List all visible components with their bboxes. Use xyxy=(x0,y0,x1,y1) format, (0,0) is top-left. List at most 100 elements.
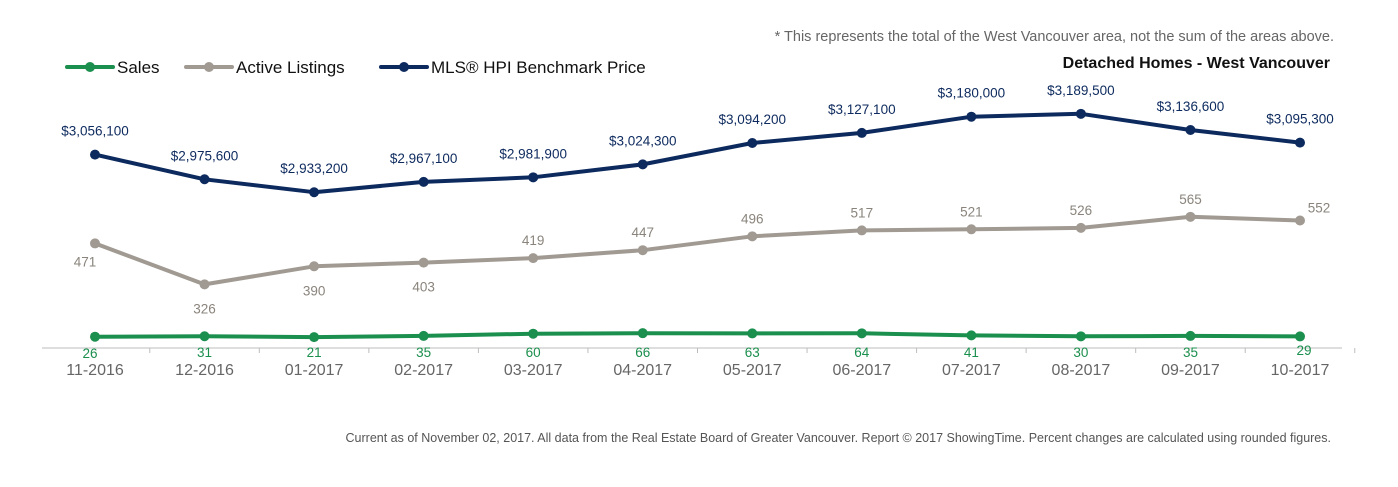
x-tick-label: 04-2017 xyxy=(613,362,672,379)
data-label-sales: 21 xyxy=(307,345,322,360)
data-label-sales: 26 xyxy=(82,346,97,361)
data-point-mls-hpi-benchmark-price xyxy=(199,174,210,185)
data-label-mls-hpi-benchmark-price: $3,024,300 xyxy=(609,133,677,148)
data-label-active-listings: 326 xyxy=(193,301,216,316)
data-label-active-listings: 403 xyxy=(412,280,435,295)
data-point-sales xyxy=(747,328,758,339)
x-tick-label: 05-2017 xyxy=(723,362,782,379)
x-tick-label: 07-2017 xyxy=(942,362,1001,379)
data-label-sales: 30 xyxy=(1073,345,1088,360)
data-label-sales: 35 xyxy=(416,345,431,360)
data-point-mls-hpi-benchmark-price xyxy=(747,137,758,148)
series-line-sales xyxy=(93,331,1302,340)
series-layer xyxy=(90,108,1305,343)
data-point-sales xyxy=(199,331,210,342)
footer-source-note: Current as of November 02, 2017. All dat… xyxy=(346,431,1331,445)
x-axis-ticks xyxy=(149,348,1356,353)
data-label-active-listings: 390 xyxy=(303,283,326,298)
data-point-active-listings xyxy=(1295,215,1305,226)
data-point-mls-hpi-benchmark-price xyxy=(90,149,100,160)
data-point-active-listings xyxy=(1185,211,1196,222)
data-label-sales: 35 xyxy=(1183,345,1198,360)
data-label-active-listings: 521 xyxy=(960,204,983,219)
data-label-sales: 29 xyxy=(1296,343,1311,358)
data-label-sales: 31 xyxy=(197,345,212,360)
data-label-active-listings: 471 xyxy=(74,254,97,269)
data-point-active-listings xyxy=(966,224,977,235)
data-label-mls-hpi-benchmark-price: $3,189,500 xyxy=(1047,83,1115,98)
data-point-sales xyxy=(856,328,867,339)
series-active-listings xyxy=(90,211,1305,290)
data-label-sales: 60 xyxy=(526,345,541,360)
data-point-sales xyxy=(1185,330,1196,341)
legend-item-mls-hpi-benchmark-price: MLS® HPI Benchmark Price xyxy=(379,58,646,77)
data-label-active-listings: 526 xyxy=(1070,203,1093,218)
data-point-mls-hpi-benchmark-price xyxy=(309,187,320,198)
chart-subtitle: Detached Homes - West Vancouver xyxy=(1063,55,1330,72)
x-tick-label: 12-2016 xyxy=(175,362,234,379)
data-point-sales xyxy=(418,330,429,341)
data-point-mls-hpi-benchmark-price xyxy=(528,172,539,183)
data-point-sales xyxy=(1075,331,1086,342)
x-tick-label: 09-2017 xyxy=(1161,362,1220,379)
data-point-sales xyxy=(528,328,539,339)
data-point-mls-hpi-benchmark-price xyxy=(1185,125,1196,136)
data-label-sales: 63 xyxy=(745,345,760,360)
x-tick-label: 06-2017 xyxy=(832,362,891,379)
series-mls-hpi-benchmark-price xyxy=(90,108,1305,198)
data-label-mls-hpi-benchmark-price: $3,094,200 xyxy=(718,112,786,127)
data-point-mls-hpi-benchmark-price xyxy=(1295,137,1305,148)
x-tick-label: 02-2017 xyxy=(394,362,453,379)
data-label-mls-hpi-benchmark-price: $3,095,300 xyxy=(1266,112,1334,127)
data-point-active-listings xyxy=(856,225,867,236)
data-point-active-listings xyxy=(199,279,210,290)
data-point-active-listings xyxy=(90,238,100,249)
data-point-active-listings xyxy=(309,261,320,272)
data-label-sales: 64 xyxy=(854,345,870,360)
x-axis-labels: 11-2016 12-2016 01-2017 02-2017 03-2017 04-20… xyxy=(66,362,1329,379)
data-label-active-listings: 565 xyxy=(1179,192,1202,207)
data-point-active-listings xyxy=(1075,222,1086,233)
data-labels: 26 31 21 35 60 66 63 64 41 30 35 29 471 326 390 403 419 4… xyxy=(61,83,1334,361)
data-label-active-listings: 447 xyxy=(631,225,654,240)
legend-swatch-marker xyxy=(85,62,95,72)
data-point-sales xyxy=(966,330,977,341)
data-label-mls-hpi-benchmark-price: $2,933,200 xyxy=(280,161,348,176)
data-label-sales: 66 xyxy=(635,345,650,360)
data-point-active-listings xyxy=(418,257,429,268)
data-label-active-listings: 496 xyxy=(741,211,764,226)
legend-swatch-marker xyxy=(399,62,409,72)
data-point-mls-hpi-benchmark-price xyxy=(418,176,429,187)
data-point-mls-hpi-benchmark-price xyxy=(856,127,867,138)
legend: Sales Active Listings MLS® HPI Benchmark P… xyxy=(65,58,646,77)
data-label-mls-hpi-benchmark-price: $3,127,100 xyxy=(828,102,896,117)
x-tick-label: 08-2017 xyxy=(1052,362,1111,379)
data-point-sales xyxy=(309,332,320,343)
data-label-active-listings: 552 xyxy=(1308,201,1331,216)
data-point-sales xyxy=(1295,331,1305,342)
chart-note: * This represents the total of the West … xyxy=(775,29,1334,45)
legend-label: MLS® HPI Benchmark Price xyxy=(431,58,646,77)
x-tick-label: 10-2017 xyxy=(1271,362,1330,379)
x-tick-label: 03-2017 xyxy=(504,362,563,379)
x-tick-label: 01-2017 xyxy=(285,362,344,379)
x-tick-label: 11-2016 xyxy=(66,362,124,379)
data-label-sales: 41 xyxy=(964,345,979,360)
data-label-mls-hpi-benchmark-price: $3,136,600 xyxy=(1157,99,1225,114)
legend-item-sales: Sales xyxy=(65,58,160,77)
data-label-mls-hpi-benchmark-price: $3,180,000 xyxy=(938,86,1006,101)
data-label-mls-hpi-benchmark-price: $2,967,100 xyxy=(390,151,458,166)
legend-label: Active Listings xyxy=(236,58,345,77)
series-line-active-listings xyxy=(93,214,1302,287)
data-point-active-listings xyxy=(747,231,758,242)
data-point-active-listings xyxy=(528,253,539,264)
legend-swatch-marker xyxy=(204,62,214,72)
series-line-mls-hpi-benchmark-price xyxy=(93,111,1302,195)
data-point-sales xyxy=(637,328,648,339)
data-point-mls-hpi-benchmark-price xyxy=(966,111,977,122)
data-label-mls-hpi-benchmark-price: $2,981,900 xyxy=(499,146,567,161)
data-point-mls-hpi-benchmark-price xyxy=(637,159,648,170)
data-label-mls-hpi-benchmark-price: $3,056,100 xyxy=(61,124,129,139)
data-label-active-listings: 517 xyxy=(851,205,874,220)
data-point-mls-hpi-benchmark-price xyxy=(1075,108,1086,119)
